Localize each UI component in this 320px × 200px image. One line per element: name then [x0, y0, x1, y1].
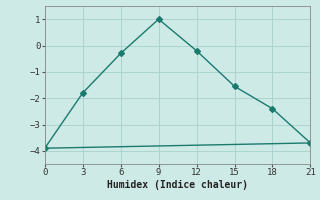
- X-axis label: Humidex (Indice chaleur): Humidex (Indice chaleur): [107, 180, 248, 190]
